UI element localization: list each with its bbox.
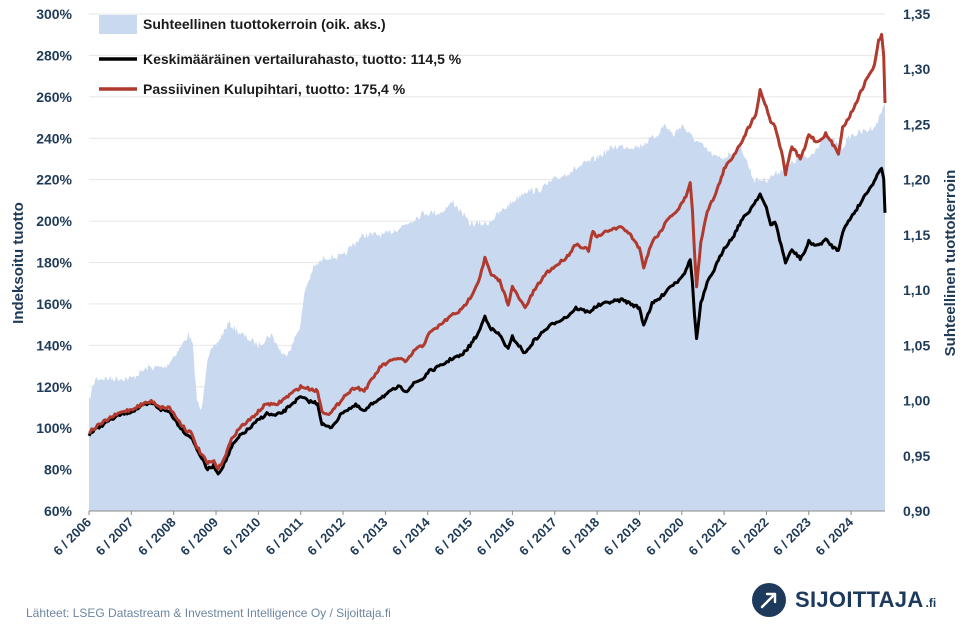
legend-entry: Suhteellinen tuottokerroin (oik. aks.) (143, 16, 386, 32)
x-tick-label: 6 / 2016 (474, 515, 518, 559)
legend-swatch-area (99, 15, 137, 34)
y2-tick-label: 1,05 (903, 337, 930, 353)
x-tick-label: 6 / 2012 (304, 515, 348, 559)
y2-tick-label: 0,95 (903, 448, 930, 464)
x-tick-label: 6 / 2023 (770, 515, 814, 559)
x-tick-label: 6 / 2021 (685, 515, 729, 559)
series-line-benchmark (87, 166, 887, 476)
y2-axis-title: Suhteellinen tuottokerroin (942, 170, 959, 357)
source-note: Lähteet: LSEG Datastream & Investment In… (26, 606, 391, 620)
x-tick-label: 6 / 2013 (347, 515, 391, 559)
trend-arrow-icon (752, 583, 786, 617)
y-tick-label: 220% (36, 172, 72, 188)
y2-tick-label: 0,90 (903, 503, 930, 519)
y-tick-label: 200% (36, 213, 72, 229)
legend-entry: Keskimääräinen vertailurahasto, tuotto: … (143, 51, 462, 67)
legend-entry: Passiivinen Kulupihtari, tuotto: 175,4 % (143, 81, 406, 97)
y2-tick-label: 1,20 (903, 172, 930, 188)
x-tick-label: 6 / 2022 (728, 515, 772, 559)
x-tick-label: 6 / 2019 (601, 515, 645, 559)
y-axis-title: Indeksoitu tuotto (10, 202, 27, 324)
y-tick-label: 180% (36, 255, 72, 271)
y2-tick-label: 1,10 (903, 282, 930, 298)
y2-tick-label: 1,00 (903, 393, 930, 409)
y-tick-label: 60% (44, 503, 73, 519)
x-tick-label: 6 / 2010 (220, 515, 264, 559)
y2-tick-label: 1,30 (903, 61, 930, 77)
y-tick-label: 80% (44, 462, 73, 478)
y2-tick-label: 1,35 (903, 6, 930, 22)
x-tick-label: 6 / 2020 (643, 515, 687, 559)
series-area-relative-factor (89, 102, 885, 512)
x-tick-label: 6 / 2009 (177, 515, 221, 559)
y-tick-label: 240% (36, 130, 72, 146)
x-tick-label: 6 / 2024 (812, 514, 856, 558)
x-tick-label: 6 / 2011 (262, 515, 305, 558)
x-tick-label: 6 / 2018 (558, 515, 602, 559)
brand-name: SIJOITTAJA (795, 587, 924, 612)
y-tick-label: 140% (36, 337, 72, 353)
x-tick-label: 6 / 2007 (93, 515, 137, 559)
legend: Suhteellinen tuottokerroin (oik. aks.) Ke… (99, 15, 462, 97)
y-tick-label: 300% (36, 6, 72, 22)
brand-suffix: .fi (925, 596, 937, 610)
x-tick-label: 6 / 2006 (50, 515, 94, 559)
x-tick-label: 6 / 2014 (389, 514, 433, 558)
area-series-layer (89, 102, 885, 512)
y-tick-label: 120% (36, 379, 72, 395)
brand-logo-block: SIJOITTAJA .fi (752, 583, 936, 617)
series-line-kulupihtari (88, 32, 887, 471)
x-tick-label: 6 / 2017 (516, 515, 560, 559)
y-tick-label: 260% (36, 89, 72, 105)
y-tick-label: 100% (36, 420, 72, 436)
y2-tick-label: 1,15 (903, 227, 930, 243)
x-tick-label: 6 / 2015 (431, 515, 475, 559)
y2-tick-label: 1,25 (903, 116, 930, 132)
line-series-layer (87, 32, 887, 476)
y-tick-label: 280% (36, 47, 72, 63)
y-tick-label: 160% (36, 296, 72, 312)
x-tick-label: 6 / 2008 (135, 515, 179, 559)
